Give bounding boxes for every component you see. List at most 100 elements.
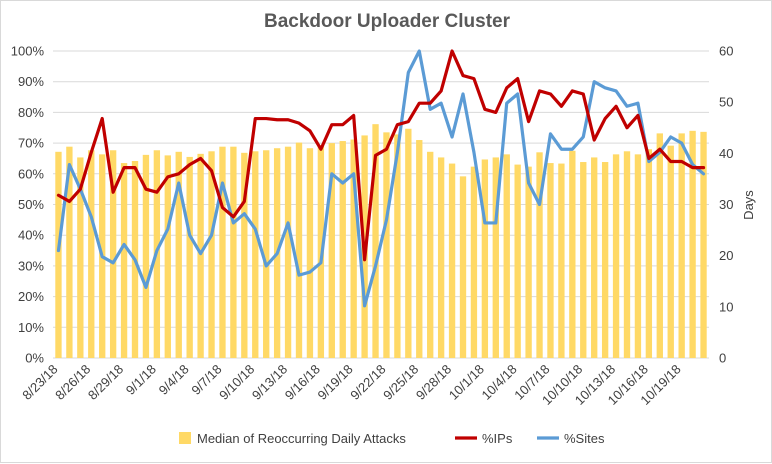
bar bbox=[306, 148, 314, 358]
x-tick-label: 10/1/18 bbox=[446, 362, 487, 403]
bar bbox=[230, 146, 237, 358]
bar bbox=[514, 164, 521, 358]
right-tick-label: 40 bbox=[719, 146, 733, 161]
bar bbox=[197, 153, 204, 358]
bar bbox=[219, 146, 226, 358]
bar bbox=[284, 146, 292, 358]
x-axis: 8/23/188/26/188/29/189/1/189/4/189/7/189… bbox=[19, 362, 683, 408]
legend-label: Median of Reoccurring Daily Attacks bbox=[197, 431, 406, 446]
gridlines bbox=[53, 50, 709, 359]
bar bbox=[623, 151, 631, 358]
bar bbox=[689, 130, 696, 358]
bar bbox=[328, 143, 335, 358]
bar bbox=[612, 154, 620, 358]
bar bbox=[558, 163, 565, 358]
x-tick-label: 9/28/18 bbox=[413, 362, 454, 403]
bar bbox=[437, 157, 445, 358]
right-tick-label: 20 bbox=[719, 248, 733, 263]
x-tick-label: 9/13/18 bbox=[249, 362, 290, 403]
bar bbox=[405, 128, 412, 358]
left-tick-label: 20% bbox=[18, 289, 44, 304]
x-tick-label: 9/19/18 bbox=[315, 362, 356, 403]
x-tick-label: 8/23/18 bbox=[19, 362, 60, 403]
bar bbox=[77, 157, 84, 358]
bar bbox=[109, 150, 117, 358]
left-tick-label: 10% bbox=[18, 320, 44, 335]
x-tick-label: 9/25/18 bbox=[380, 362, 421, 403]
right-tick-label: 30 bbox=[719, 197, 733, 212]
right-tick-label: 0 bbox=[719, 351, 726, 366]
left-tick-label: 40% bbox=[18, 228, 44, 243]
bar bbox=[394, 134, 401, 358]
bar bbox=[142, 154, 150, 358]
legend-swatch-bar bbox=[179, 432, 191, 444]
bar bbox=[55, 151, 62, 358]
bar bbox=[667, 145, 674, 358]
bar bbox=[383, 132, 390, 358]
bar bbox=[66, 146, 73, 358]
bar bbox=[372, 124, 379, 358]
left-y-axis: 0% 10% 20% 30% 40% 50% 60% 70% 80% 90% 100% bbox=[11, 44, 45, 366]
left-tick-label: 80% bbox=[18, 105, 44, 120]
line-series bbox=[56, 49, 706, 308]
bar bbox=[427, 151, 434, 358]
bar bbox=[503, 154, 510, 358]
ips-line bbox=[56, 49, 706, 262]
bar bbox=[700, 131, 707, 358]
left-tick-label: 0% bbox=[25, 351, 44, 366]
left-tick-label: 30% bbox=[18, 258, 44, 273]
legend: Median of Reoccurring Daily Attacks %IPs%… bbox=[179, 431, 605, 446]
bar bbox=[120, 163, 128, 358]
bar bbox=[208, 151, 215, 358]
bar bbox=[164, 155, 171, 358]
x-tick-label: 9/16/18 bbox=[282, 362, 323, 403]
x-tick-label: 8/26/18 bbox=[52, 362, 93, 403]
bar bbox=[186, 156, 193, 358]
left-tick-label: 100% bbox=[11, 44, 45, 59]
sites-line bbox=[56, 49, 706, 308]
bar bbox=[252, 151, 259, 358]
bar bbox=[448, 163, 456, 358]
bar bbox=[88, 150, 95, 358]
legend-label: %Sites bbox=[564, 431, 605, 446]
bar bbox=[580, 162, 587, 358]
bar bbox=[601, 162, 609, 358]
bar bbox=[525, 166, 532, 358]
x-tick-label: 9/1/18 bbox=[123, 362, 159, 398]
chart-title: Backdoor Uploader Cluster bbox=[264, 11, 511, 32]
right-tick-label: 50 bbox=[719, 95, 733, 110]
bar bbox=[263, 150, 270, 358]
bar bbox=[295, 142, 303, 358]
bar bbox=[591, 157, 598, 358]
x-tick-label: 10/4/18 bbox=[479, 362, 520, 403]
bar bbox=[536, 152, 543, 358]
left-tick-label: 70% bbox=[18, 136, 44, 151]
bar bbox=[470, 166, 478, 358]
right-axis-label: Days bbox=[741, 190, 756, 220]
x-tick-label: 9/22/18 bbox=[347, 362, 388, 403]
bar bbox=[481, 159, 489, 358]
bar bbox=[678, 133, 685, 358]
x-tick-label: 9/10/18 bbox=[216, 362, 257, 403]
bar bbox=[339, 141, 346, 358]
left-tick-label: 50% bbox=[18, 197, 44, 212]
legend-label: %IPs bbox=[482, 431, 513, 446]
bar bbox=[350, 139, 357, 358]
right-y-axis: 0 10 20 30 40 50 60 bbox=[719, 44, 733, 366]
right-tick-label: 60 bbox=[719, 44, 733, 59]
bar bbox=[416, 140, 423, 358]
bar bbox=[547, 163, 554, 358]
left-tick-label: 60% bbox=[18, 166, 44, 181]
bar bbox=[175, 151, 182, 358]
x-tick-label: 9/4/18 bbox=[156, 362, 192, 398]
bar bbox=[459, 176, 467, 358]
bar bbox=[492, 157, 499, 358]
bar bbox=[645, 149, 653, 358]
bar bbox=[241, 152, 248, 358]
x-tick-label: 8/29/18 bbox=[85, 362, 126, 403]
bar bbox=[569, 150, 576, 358]
right-tick-label: 10 bbox=[719, 299, 733, 314]
left-tick-label: 90% bbox=[18, 74, 44, 89]
